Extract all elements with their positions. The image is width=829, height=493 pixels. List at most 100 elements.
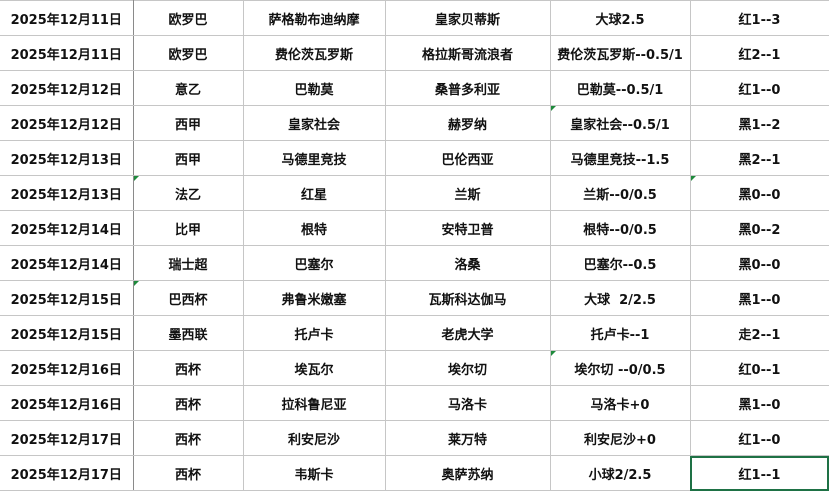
sheet-row: 2025年12月12日 意乙 巴勒莫 桑普多利亚 巴勒莫--0.5/1 红1--0: [0, 70, 829, 106]
home-team-cell: 马德里竞技: [242, 140, 386, 176]
result-cell: 红1--1: [689, 455, 829, 491]
league-cell: 西杯: [132, 455, 244, 491]
home-team-cell: 皇家社会: [242, 105, 386, 141]
sheet-row: 2025年12月15日 墨西联 托卢卡 老虎大学 托卢卡--1 走2--1: [0, 315, 829, 351]
home-team-cell: 拉科鲁尼亚: [242, 385, 386, 421]
league-cell: 墨西联: [132, 315, 244, 351]
away-team-cell: 安特卫普: [384, 210, 551, 246]
result-cell: 黑2--1: [689, 140, 829, 176]
result-cell: 黑0--2: [689, 210, 829, 246]
away-team-cell: 赫罗纳: [384, 105, 551, 141]
home-team-cell: 萨格勒布迪纳摩: [242, 0, 386, 36]
home-team-cell: 根特: [242, 210, 386, 246]
away-team-cell: 桑普多利亚: [384, 70, 551, 106]
date-cell: 2025年12月14日: [0, 210, 134, 246]
home-team-cell: 弗鲁米嫩塞: [242, 280, 386, 316]
handicap-cell: 小球2/2.5: [549, 455, 691, 491]
away-team-cell: 马洛卡: [384, 385, 551, 421]
date-cell: 2025年12月14日: [0, 245, 134, 281]
comment-marker: [551, 106, 556, 111]
sheet-row: 2025年12月17日 西杯 利安尼沙 莱万特 利安尼沙+0 红1--0: [0, 420, 829, 456]
away-team-cell: 莱万特: [384, 420, 551, 456]
handicap-cell: 利安尼沙+0: [549, 420, 691, 456]
sheet-row: 2025年12月13日 西甲 马德里竞技 巴伦西亚 马德里竞技--1.5 黑2--1: [0, 140, 829, 176]
away-team-cell: 老虎大学: [384, 315, 551, 351]
sheet-row: 2025年12月17日 西杯 韦斯卡 奥萨苏纳 小球2/2.5 红1--1: [0, 455, 829, 491]
home-team-cell: 托卢卡: [242, 315, 386, 351]
sheet-row: 2025年12月15日 巴西杯 弗鲁米嫩塞 瓦斯科达伽马 大球 2/2.5 黑1--0: [0, 280, 829, 316]
handicap-cell: 马德里竞技--1.5: [549, 140, 691, 176]
away-team-cell: 皇家贝蒂斯: [384, 0, 551, 36]
handicap-cell: 巴塞尔--0.5: [549, 245, 691, 281]
home-team-cell: 埃瓦尔: [242, 350, 386, 386]
sheet-row: 2025年12月11日 欧罗巴 萨格勒布迪纳摩 皇家贝蒂斯 大球2.5 红1--3: [0, 0, 829, 36]
home-team-cell: 利安尼沙: [242, 420, 386, 456]
result-cell: 黑1--0: [689, 385, 829, 421]
league-cell: 比甲: [132, 210, 244, 246]
result-cell: 红0--1: [689, 350, 829, 386]
league-cell: 欧罗巴: [132, 35, 244, 71]
away-team-cell: 巴伦西亚: [384, 140, 551, 176]
away-team-cell: 兰斯: [384, 175, 551, 211]
handicap-cell: 兰斯--0/0.5: [549, 175, 691, 211]
sheet-row: 2025年12月13日 法乙 红星 兰斯 兰斯--0/0.5 黑0--0: [0, 175, 829, 211]
result-cell: 黑1--2: [689, 105, 829, 141]
date-cell: 2025年12月16日: [0, 350, 134, 386]
date-cell: 2025年12月12日: [0, 70, 134, 106]
sheet-row: 2025年12月14日 比甲 根特 安特卫普 根特--0/0.5 黑0--2: [0, 210, 829, 246]
away-team-cell: 瓦斯科达伽马: [384, 280, 551, 316]
result-cell: 红2--1: [689, 35, 829, 71]
away-team-cell: 格拉斯哥流浪者: [384, 35, 551, 71]
comment-marker: [551, 351, 556, 356]
date-cell: 2025年12月16日: [0, 385, 134, 421]
home-team-cell: 红星: [242, 175, 386, 211]
away-team-cell: 洛桑: [384, 245, 551, 281]
league-cell: 法乙: [132, 175, 244, 211]
handicap-cell: 大球2.5: [549, 0, 691, 36]
away-team-cell: 奥萨苏纳: [384, 455, 551, 491]
league-cell: 西杯: [132, 420, 244, 456]
comment-marker: [691, 176, 696, 181]
handicap-cell: 皇家社会--0.5/1: [549, 105, 691, 141]
sheet-row: 2025年12月12日 西甲 皇家社会 赫罗纳 皇家社会--0.5/1 黑1--2: [0, 105, 829, 141]
handicap-cell: 巴勒莫--0.5/1: [549, 70, 691, 106]
league-cell: 瑞士超: [132, 245, 244, 281]
handicap-cell: 大球 2/2.5: [549, 280, 691, 316]
league-cell: 欧罗巴: [132, 0, 244, 36]
result-cell: 黑0--0: [689, 245, 829, 281]
result-cell: 红1--0: [689, 70, 829, 106]
result-cell: 走2--1: [689, 315, 829, 351]
sheet-row: 2025年12月16日 西杯 拉科鲁尼亚 马洛卡 马洛卡+0 黑1--0: [0, 385, 829, 421]
date-cell: 2025年12月12日: [0, 105, 134, 141]
home-team-cell: 巴勒莫: [242, 70, 386, 106]
date-cell: 2025年12月13日: [0, 140, 134, 176]
handicap-cell: 根特--0/0.5: [549, 210, 691, 246]
date-cell: 2025年12月15日: [0, 280, 134, 316]
date-cell: 2025年12月11日: [0, 35, 134, 71]
comment-marker: [134, 176, 139, 181]
handicap-cell: 马洛卡+0: [549, 385, 691, 421]
date-cell: 2025年12月15日: [0, 315, 134, 351]
comment-marker: [134, 281, 139, 286]
home-team-cell: 巴塞尔: [242, 245, 386, 281]
handicap-cell: 埃尔切 --0/0.5: [549, 350, 691, 386]
result-cell: 红1--0: [689, 420, 829, 456]
home-team-cell: 费伦茨瓦罗斯: [242, 35, 386, 71]
sheet-row: 2025年12月11日 欧罗巴 费伦茨瓦罗斯 格拉斯哥流浪者 费伦茨瓦罗斯--0.5/1…: [0, 35, 829, 71]
result-cell: 黑0--0: [689, 175, 829, 211]
home-team-cell: 韦斯卡: [242, 455, 386, 491]
league-cell: 西甲: [132, 105, 244, 141]
league-cell: 西杯: [132, 385, 244, 421]
handicap-cell: 托卢卡--1: [549, 315, 691, 351]
date-cell: 2025年12月17日: [0, 455, 134, 491]
league-cell: 西杯: [132, 350, 244, 386]
league-cell: 意乙: [132, 70, 244, 106]
sheet-row: 2025年12月14日 瑞士超 巴塞尔 洛桑 巴塞尔--0.5 黑0--0: [0, 245, 829, 281]
league-cell: 西甲: [132, 140, 244, 176]
handicap-cell: 费伦茨瓦罗斯--0.5/1: [549, 35, 691, 71]
league-cell: 巴西杯: [132, 280, 244, 316]
away-team-cell: 埃尔切: [384, 350, 551, 386]
sheet-row: 2025年12月16日 西杯 埃瓦尔 埃尔切 埃尔切 --0/0.5 红0--1: [0, 350, 829, 386]
